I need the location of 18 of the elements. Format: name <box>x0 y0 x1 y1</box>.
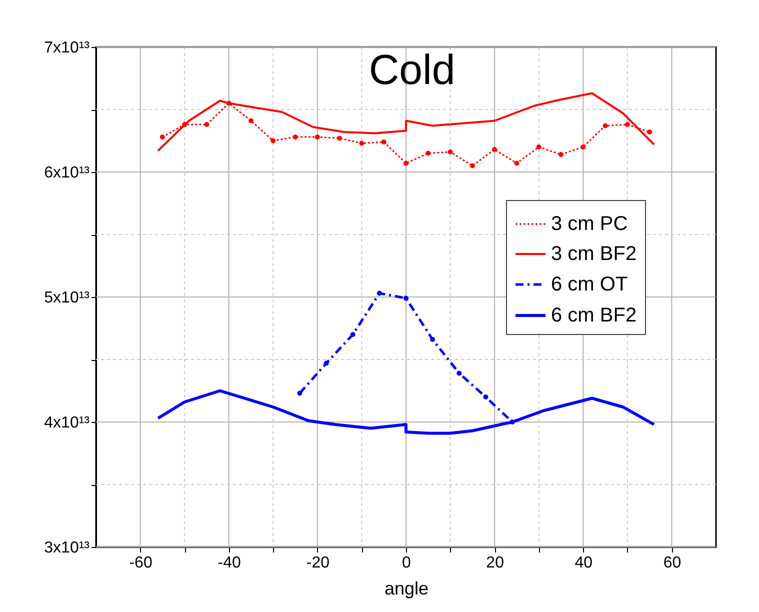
y-tick-label: 5x10¹³ <box>44 290 90 306</box>
y-tick-label: 6x10¹³ <box>44 164 90 182</box>
y-tick-label: 7x10¹³ <box>44 40 90 56</box>
x-tick-label: -20 <box>306 554 330 572</box>
x-tick-label: 20 <box>486 554 504 572</box>
x-tick-label: 0 <box>402 554 412 572</box>
x-axis-title: angle <box>384 578 429 598</box>
x-tick-label: 60 <box>663 554 682 572</box>
legend-label: 6 cm OT <box>551 274 628 296</box>
legend-label: 3 cm PC <box>551 213 628 235</box>
legend-label: 3 cm BF2 <box>551 243 637 265</box>
x-tick-label: -60 <box>129 554 152 572</box>
legend-label: 6 cm BF2 <box>551 304 637 326</box>
x-tick-label: -40 <box>218 554 242 572</box>
x-tick-label: 40 <box>574 554 593 572</box>
y-tick-label: 4x10¹³ <box>44 414 90 432</box>
chart-title: Cold <box>368 46 456 93</box>
y-tick-label: 3x10¹³ <box>44 540 90 556</box>
